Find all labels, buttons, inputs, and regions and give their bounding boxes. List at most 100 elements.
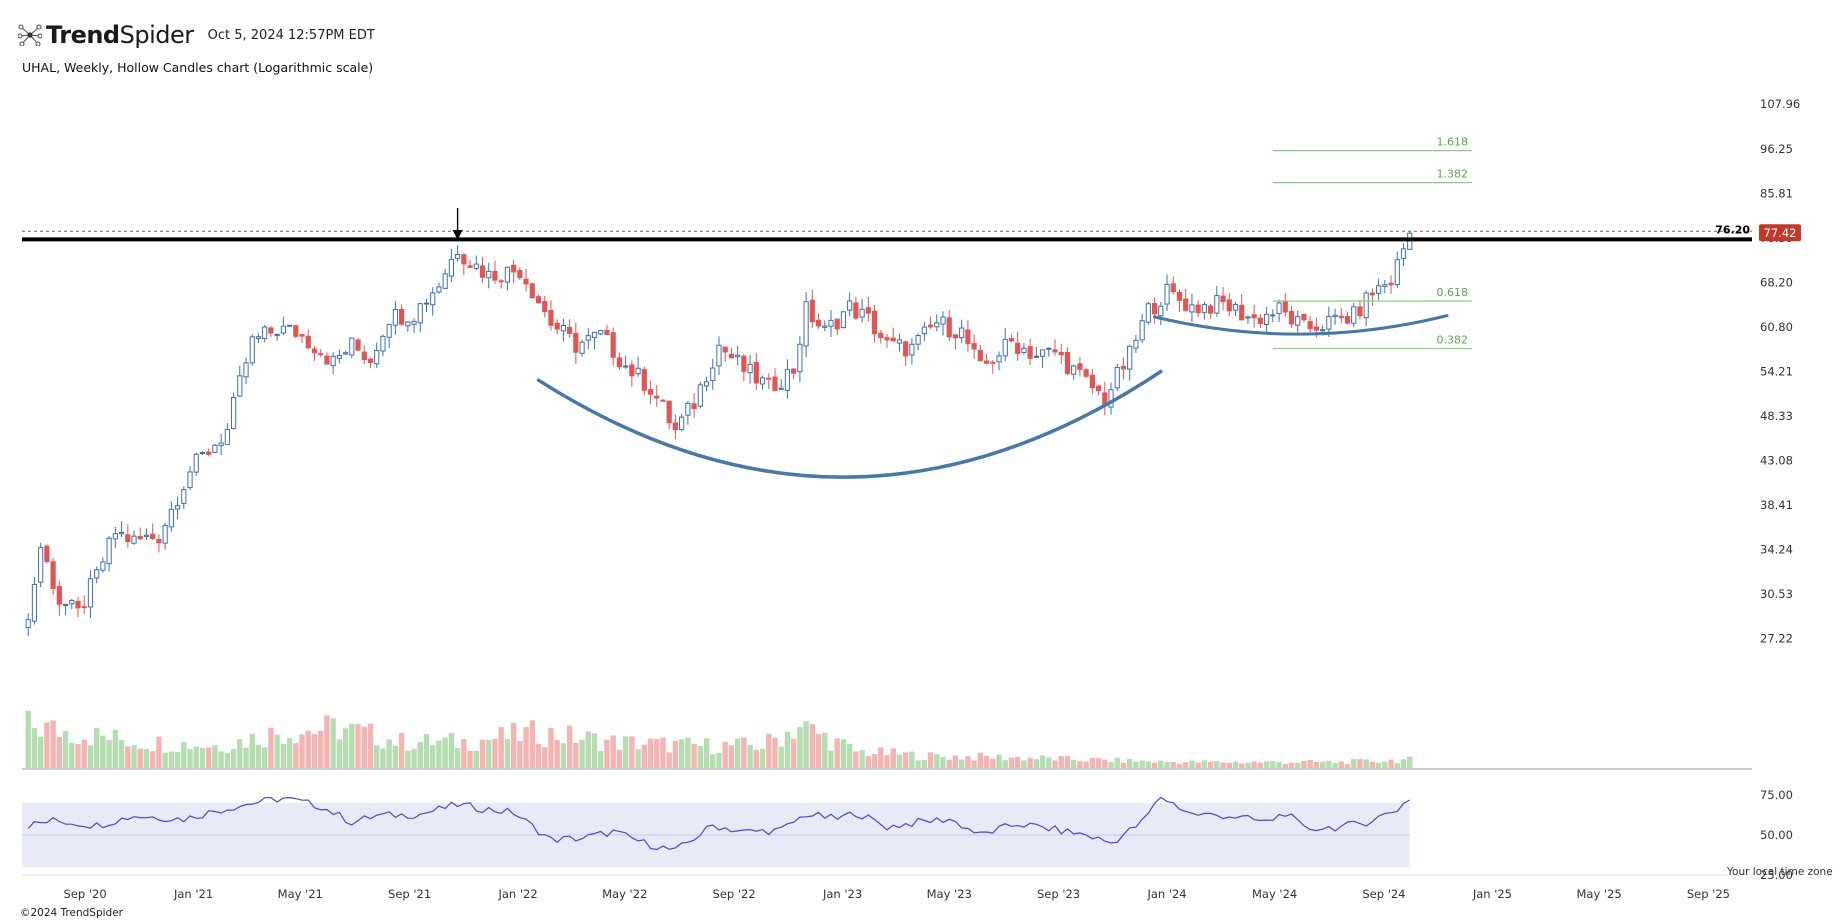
candle-body (1307, 321, 1313, 330)
candle-body (716, 344, 722, 367)
volume-bar (809, 724, 816, 768)
candle-body (1351, 306, 1357, 324)
volume-bar (1363, 759, 1369, 768)
volume-bar (915, 760, 921, 768)
candle-body (150, 533, 156, 540)
volume-bar (1033, 759, 1040, 768)
time-axis-tick: Jan '24 (1146, 887, 1186, 901)
candle-body (921, 326, 927, 335)
candle-body (199, 451, 206, 454)
volume-bar (442, 737, 448, 768)
volume-bar (380, 748, 386, 768)
candle-body (492, 270, 498, 281)
candle-body (1027, 346, 1033, 359)
volume-bar (137, 748, 143, 768)
peak-arrow-head (452, 230, 463, 240)
candle-body (616, 357, 623, 368)
time-axis-tick: Jan '22 (497, 887, 537, 901)
rsi-axis-tick: 25.00 (1760, 868, 1793, 882)
candle-body (187, 471, 193, 489)
volume-bar (367, 723, 374, 768)
price-axis-tick: 60.80 (1760, 320, 1793, 334)
candle-body (1089, 374, 1095, 389)
volume-bar (118, 740, 125, 768)
price-axis-tick: 68.20 (1760, 275, 1793, 289)
candle-body (342, 352, 349, 355)
timezone-note: Your local time zone (1727, 866, 1833, 878)
candle-body (374, 349, 380, 365)
candle-body (1382, 284, 1388, 287)
volume-bar (902, 752, 909, 768)
volume-bar (162, 752, 168, 768)
candle-body (1151, 302, 1158, 315)
volume-bar (492, 738, 498, 768)
candle-body (112, 533, 118, 540)
last-price-badge-text: 77.42 (1764, 226, 1797, 240)
price-axis-tick: 96.25 (1760, 142, 1793, 156)
candle-body (915, 334, 921, 345)
candle-body (560, 324, 567, 332)
candle-body (1033, 355, 1039, 358)
candle-body (38, 547, 44, 583)
candle-body (1039, 349, 1046, 357)
volume-bar (100, 735, 106, 768)
candle-body (1264, 313, 1270, 325)
candle-body (156, 539, 162, 544)
volume-bar (753, 750, 760, 768)
volume-bar (548, 727, 554, 768)
candle-body (1176, 291, 1183, 301)
candle-body (137, 535, 143, 540)
volume-bar (224, 753, 231, 768)
volume-bar (560, 743, 567, 768)
time-axis-tick: Sep '20 (64, 887, 107, 901)
spider-logo-icon (18, 24, 42, 46)
volume-bar (535, 743, 542, 768)
candle-body (517, 269, 523, 279)
candle-body (367, 358, 374, 364)
candle-body (268, 327, 274, 334)
volume-bar (871, 754, 878, 768)
volume-bar (896, 754, 903, 768)
candle-body (455, 254, 461, 259)
volume-bar (1288, 762, 1295, 768)
volume-bar (473, 750, 479, 768)
volume-bar (274, 734, 280, 768)
volume-bar (1226, 762, 1232, 768)
candle-body (94, 569, 100, 579)
time-axis-tick: May '25 (1576, 887, 1621, 901)
candle-body (1270, 314, 1276, 317)
candle-body (1170, 283, 1176, 293)
candle-body (871, 310, 878, 335)
candle-body (1201, 304, 1207, 313)
volume-bar (342, 728, 349, 768)
volume-bar (498, 727, 504, 768)
candle-body (81, 606, 87, 609)
price-axis-tick: 30.53 (1760, 587, 1793, 601)
candle-body (293, 325, 299, 337)
candle-body (87, 578, 94, 608)
volume-bar (62, 731, 69, 768)
volume-bar (1232, 761, 1239, 768)
candle-body (106, 537, 112, 565)
candle-body (479, 265, 486, 278)
price-axis-tick: 85.81 (1760, 186, 1793, 200)
candle-body (1400, 248, 1407, 260)
candle-body (996, 355, 1002, 363)
candle-body (1326, 315, 1332, 330)
volume-bar (255, 744, 262, 768)
volume-bar (112, 729, 119, 768)
candle-body (548, 309, 554, 326)
candle-body (1058, 351, 1064, 356)
volume-bar (199, 747, 206, 768)
volume-bar (461, 739, 467, 768)
volume-bar (983, 755, 990, 768)
candle-body (1295, 316, 1301, 326)
volume-bar (336, 739, 343, 768)
candle-body (983, 360, 990, 364)
candle-body (722, 346, 728, 353)
candle-body (1008, 338, 1015, 342)
candle-body (430, 292, 436, 306)
candle-body (62, 603, 69, 606)
volume-bar (803, 721, 809, 768)
